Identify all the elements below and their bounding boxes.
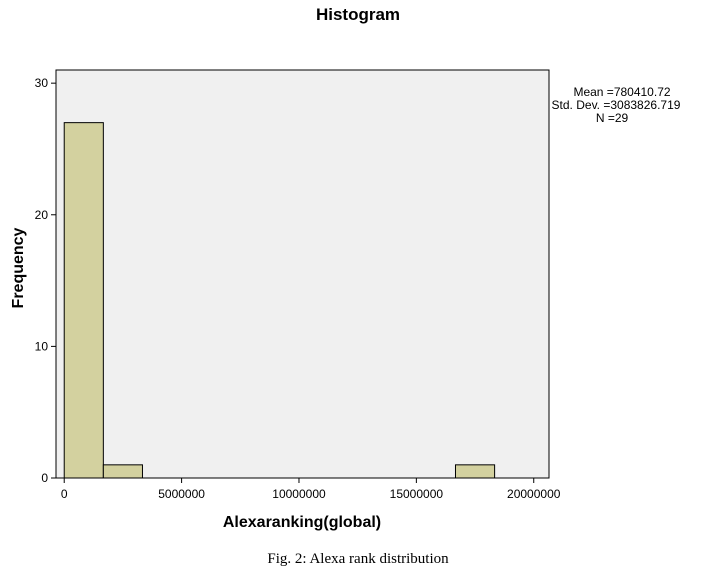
- stats-box: Mean =780410.72 Std. Dev. =3083826.719 N…: [552, 85, 681, 125]
- x-tick-label-2: 10000000: [272, 487, 326, 501]
- histogram-bar-0: [63, 122, 104, 479]
- x-axis-label: Alexaranking(global): [223, 514, 381, 531]
- x-axis: 0 5000000 10000000 15000000 20000000: [61, 478, 561, 501]
- stat-mean: Mean =780410.72: [573, 85, 670, 99]
- x-tick-label-3: 15000000: [390, 487, 444, 501]
- x-tick-label-1: 5000000: [158, 487, 205, 501]
- bars-group: [63, 122, 496, 479]
- y-tick-label-0: 0: [41, 471, 48, 485]
- stat-std-dev: Std. Dev. =3083826.719: [552, 98, 681, 112]
- x-tick-label-4: 20000000: [507, 487, 561, 501]
- y-tick-label-3: 30: [35, 76, 49, 90]
- y-axis-label: Frequency: [10, 227, 27, 308]
- histogram-bar-2: [454, 464, 496, 479]
- histogram-bar-1: [102, 464, 143, 479]
- y-axis: 0 10 20 30: [35, 76, 56, 485]
- stat-n: N =29: [596, 111, 629, 125]
- chart-title: Histogram: [316, 5, 400, 24]
- y-tick-label-2: 20: [35, 208, 49, 222]
- plot-area: [55, 69, 550, 479]
- figure-caption: Fig. 2: Alexa rank distribution: [267, 551, 449, 567]
- y-tick-label-1: 10: [35, 339, 49, 353]
- x-tick-label-0: 0: [61, 487, 68, 501]
